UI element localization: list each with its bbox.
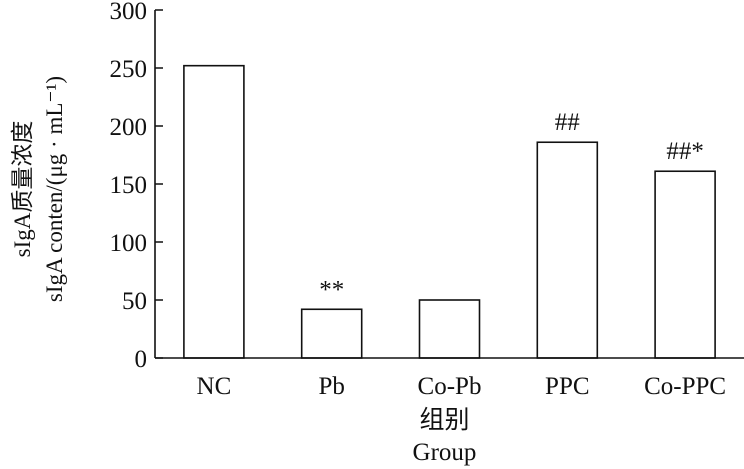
x-category-labels-layer: NC Pb Co-Pb PPC Co-PPC <box>197 373 727 400</box>
bars-layer <box>183 64 716 359</box>
x-axis-label-english: Group <box>413 439 477 466</box>
data-labels-layer: ** ## ##* <box>319 109 704 303</box>
bar-ppc <box>536 141 599 359</box>
y-tick-label: 200 <box>110 114 148 141</box>
bar-nc <box>183 64 245 359</box>
y-axis-label-chinese: sIgA质量浓度 <box>10 121 35 258</box>
x-category-label: NC <box>197 373 232 400</box>
bar-co-pb <box>418 299 481 359</box>
y-ticks-layer: 0 50 100 150 200 250 300 <box>110 0 148 373</box>
y-tick-label: 250 <box>110 56 148 83</box>
bar-significance-label: ** <box>319 276 344 303</box>
y-tick-label: 150 <box>110 172 148 199</box>
x-category-label: Co-Pb <box>418 373 482 400</box>
y-tick-label: 50 <box>122 288 147 315</box>
y-axis <box>154 9 163 359</box>
x-category-label: PPC <box>545 373 589 400</box>
x-category-label: Pb <box>318 373 344 400</box>
bar-significance-label: ##* <box>666 138 704 165</box>
y-tick-label: 100 <box>110 230 148 257</box>
y-tick-label: 0 <box>135 346 148 373</box>
bar-co-ppc <box>654 170 716 359</box>
x-axis-label-chinese: 组别 <box>419 406 469 434</box>
bar-significance-label: ## <box>555 109 581 136</box>
y-axis-label-english: sIgA conten/(μg · mL⁻¹) <box>42 76 67 302</box>
bar-pb <box>300 308 363 359</box>
x-category-label: Co-PPC <box>644 373 726 400</box>
y-tick-label: 300 <box>110 0 148 25</box>
